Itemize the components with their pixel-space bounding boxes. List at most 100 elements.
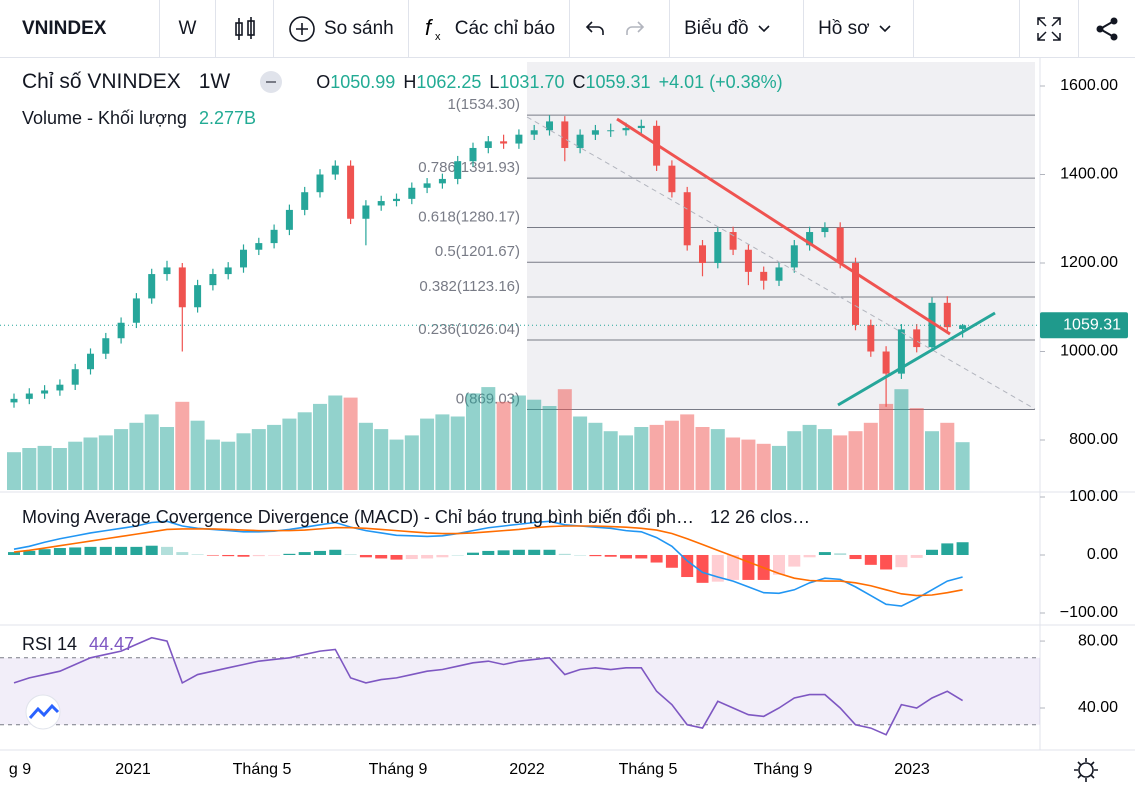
volume-bar <box>542 406 557 490</box>
volume-bar <box>833 435 848 490</box>
macd-histogram-bar <box>436 554 449 558</box>
volume-bar <box>435 414 450 490</box>
volume-bar <box>114 429 129 490</box>
rsi-title: RSI 14 <box>22 634 78 654</box>
macd-histogram-bar <box>8 552 20 555</box>
candle-body <box>331 165 339 175</box>
volume-bar <box>282 418 297 490</box>
collapse-button[interactable] <box>260 71 283 93</box>
candle-body <box>622 128 630 131</box>
symbol[interactable]: VNINDEX <box>0 0 160 57</box>
volume-bar <box>374 429 389 490</box>
close-label: C <box>572 71 586 92</box>
candle-body <box>148 274 156 299</box>
macd-histogram-bar <box>696 554 709 583</box>
macd-histogram-bar <box>497 550 510 555</box>
volume-bar <box>466 393 480 490</box>
y-tick-label: 1200.00 <box>1060 254 1118 271</box>
volume-bar <box>251 429 266 490</box>
candle-body <box>790 245 798 268</box>
macd-histogram-bar <box>895 554 908 568</box>
macd-histogram-bar <box>574 554 587 556</box>
fullscreen[interactable] <box>1019 0 1079 57</box>
macd-line <box>13 520 963 607</box>
macd-histogram-bar <box>742 554 755 580</box>
legend-interval: 1W <box>198 70 231 93</box>
fib-label: 0.618(1280.17) <box>418 209 520 226</box>
macd-histogram-bar <box>222 554 235 557</box>
candle-body <box>71 369 79 385</box>
macd-histogram-bar <box>421 554 434 559</box>
macd-histogram-bar <box>818 552 831 555</box>
volume-bar <box>511 395 526 490</box>
fib-label: 0.382(1123.16) <box>419 278 520 295</box>
volume-bar <box>236 433 251 490</box>
close-value: 1059.31 <box>585 71 651 92</box>
fib-label: 0.786(1391.93) <box>418 159 520 176</box>
candle-body <box>576 134 584 148</box>
chart-type-label: Biểu đồ <box>684 17 749 39</box>
volume-bar <box>848 431 863 490</box>
y-tick-label: 1400.00 <box>1060 166 1118 183</box>
volume-bar <box>817 429 832 490</box>
macd-histogram-bar <box>665 554 678 568</box>
macd-histogram-bar <box>711 554 724 582</box>
volume-bar <box>619 435 633 490</box>
candle-body <box>209 274 217 286</box>
y-tick-label: 1600.00 <box>1060 77 1118 94</box>
volume-bar <box>680 414 695 490</box>
candle-body <box>377 201 385 206</box>
volume-bar <box>221 441 236 490</box>
layer: 1(1534.30) 0.786(1391.93) 0.618(1280.17) 0.… <box>0 62 1128 736</box>
volume-bar <box>190 420 205 490</box>
volume-bar <box>664 420 679 490</box>
candle-body <box>484 141 492 148</box>
chart-type-menu[interactable]: Biểu đồ <box>670 0 805 57</box>
macd-title: Moving Average Covergence Divergence (MA… <box>22 507 695 527</box>
candle-body <box>25 393 33 399</box>
profile-menu[interactable]: Hồ sơ <box>804 0 915 57</box>
macd-histogram-bar <box>23 550 36 555</box>
volume-bar <box>802 424 817 490</box>
compare-label: So sánh <box>324 17 394 39</box>
candle-body <box>729 232 737 250</box>
macd-histogram-bar <box>604 554 617 557</box>
candle-body <box>943 302 951 328</box>
candle-body <box>87 353 94 370</box>
macd-histogram-bar <box>359 554 372 558</box>
rsi-line <box>13 636 964 736</box>
change: +4.01 (+0.38%) <box>658 71 783 92</box>
candle-body <box>393 198 400 202</box>
compare-button[interactable]: So sánh <box>274 0 409 57</box>
macd-params: 12 26 clos… <box>710 507 811 527</box>
macd-histogram-bar <box>314 550 326 555</box>
macd-histogram-bar <box>344 554 357 555</box>
candle-body <box>637 125 645 129</box>
settings-icon[interactable] <box>1074 758 1098 782</box>
volume-bar <box>909 408 924 490</box>
candle-body <box>744 249 752 272</box>
undo-redo[interactable] <box>570 0 671 57</box>
share[interactable] <box>1079 0 1135 57</box>
drawings <box>526 116 1036 410</box>
candle-body <box>882 351 890 374</box>
candle-body <box>117 322 125 339</box>
volume-bar <box>940 422 955 490</box>
last-price-label: 1059.31 <box>1063 316 1121 333</box>
resistance-line <box>616 117 951 336</box>
macd-histogram-bar <box>849 554 862 560</box>
macd-histogram-bar <box>788 554 801 567</box>
candle-body <box>821 227 829 233</box>
interval[interactable]: W <box>160 0 216 57</box>
time-label: Tháng 9 <box>369 761 428 778</box>
volume-bar <box>496 401 511 490</box>
candle-icon[interactable] <box>216 0 274 57</box>
volume-bar <box>588 422 603 490</box>
macd-histogram-bar <box>941 543 954 555</box>
candle-body <box>913 329 921 348</box>
legend-title: Chỉ số VNINDEX <box>22 70 181 93</box>
candle-body <box>591 130 599 135</box>
indicators-button[interactable]: f x Các chỉ báo <box>409 0 571 57</box>
